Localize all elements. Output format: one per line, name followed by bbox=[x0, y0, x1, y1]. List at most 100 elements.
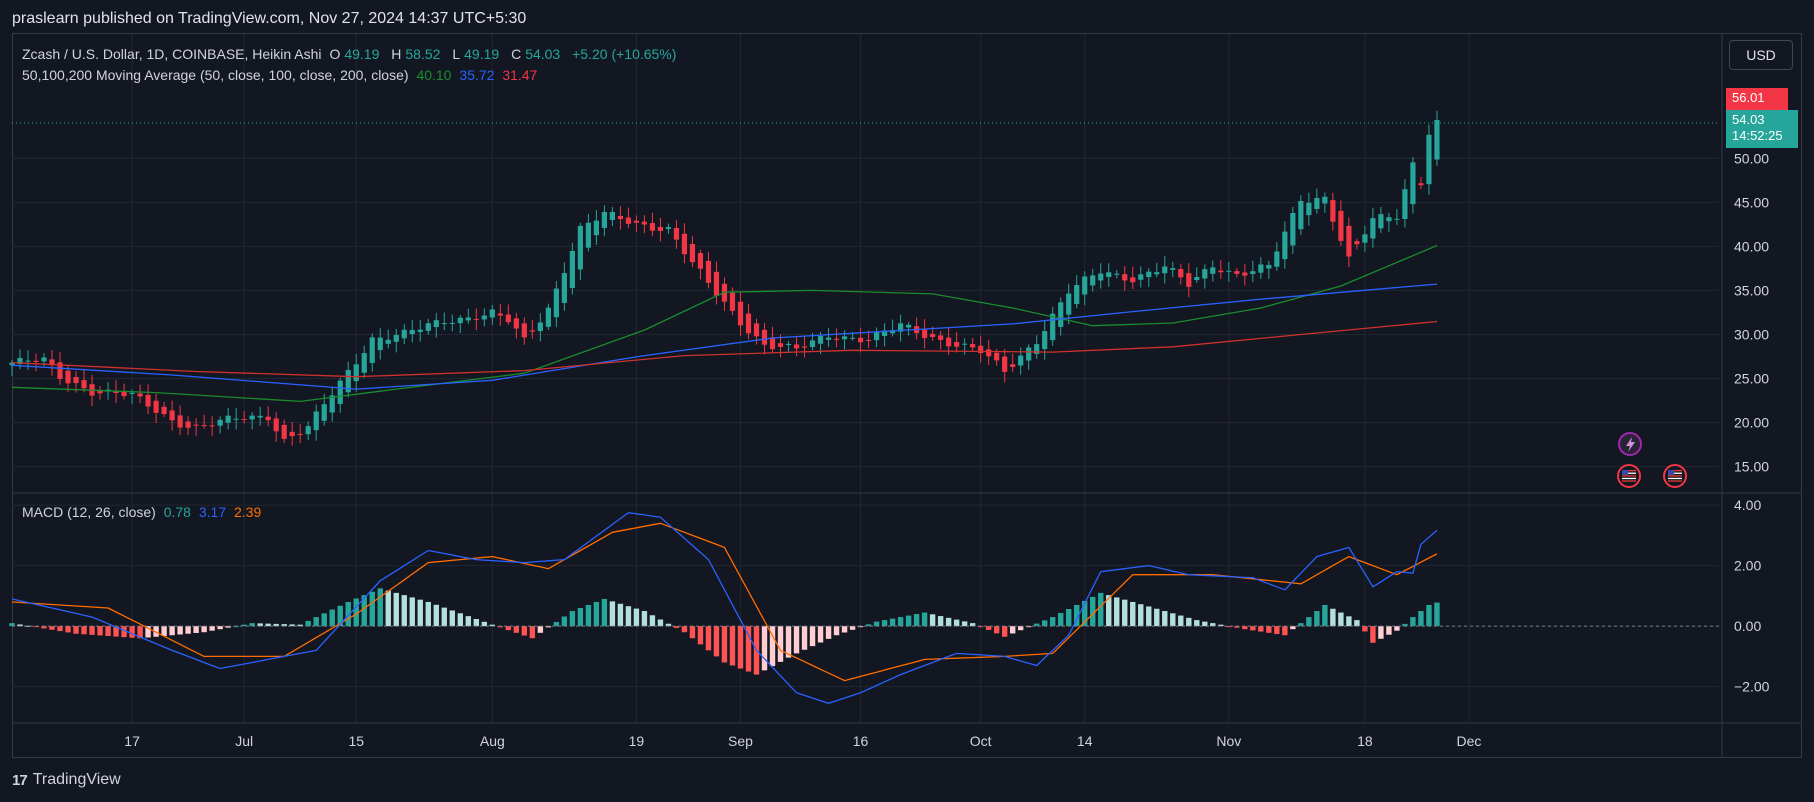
candle-body bbox=[1338, 210, 1344, 241]
histogram-bar bbox=[145, 626, 151, 638]
candle bbox=[569, 242, 575, 295]
histogram-bar bbox=[897, 617, 904, 627]
histogram-bar bbox=[601, 598, 608, 627]
candle-body bbox=[1202, 269, 1208, 279]
candle bbox=[1322, 192, 1328, 213]
candle bbox=[1250, 260, 1256, 283]
histogram-bar bbox=[385, 590, 391, 627]
candle bbox=[321, 393, 327, 426]
candle bbox=[857, 327, 864, 353]
candle bbox=[345, 361, 351, 398]
histogram-bar bbox=[329, 609, 335, 627]
histogram-bar bbox=[305, 620, 311, 627]
candle bbox=[986, 340, 992, 366]
candle bbox=[281, 419, 287, 444]
histogram-bar bbox=[1122, 599, 1128, 627]
candle bbox=[305, 421, 311, 440]
us-flag-event-icon[interactable] bbox=[1617, 464, 1641, 488]
histogram-bar bbox=[1330, 608, 1336, 627]
histogram-bar bbox=[673, 626, 680, 628]
histogram-bar bbox=[1386, 626, 1392, 635]
ma-legend: 50,100,200 Moving Average (50, close, 10… bbox=[22, 67, 541, 83]
candle bbox=[145, 384, 151, 415]
candle bbox=[633, 215, 640, 233]
candle bbox=[201, 414, 207, 429]
histogram-bar bbox=[1346, 616, 1352, 627]
flag-stripe bbox=[1668, 477, 1682, 480]
candle bbox=[777, 334, 784, 358]
histogram-bar bbox=[1017, 626, 1024, 631]
histogram-bar bbox=[1154, 608, 1160, 627]
candle bbox=[1378, 207, 1384, 233]
histogram-bar bbox=[361, 595, 367, 627]
macd-tick-label: 0.00 bbox=[1734, 618, 1761, 634]
candle bbox=[1242, 264, 1248, 286]
candle bbox=[241, 411, 247, 424]
macd-label[interactable]: MACD (12, 26, close) bbox=[22, 504, 156, 520]
candle-body bbox=[1210, 267, 1216, 274]
histogram-bar bbox=[129, 626, 135, 638]
candle-body bbox=[17, 358, 23, 364]
candle bbox=[793, 336, 800, 357]
histogram-bar bbox=[777, 626, 784, 662]
histogram-bar bbox=[369, 591, 375, 627]
candle-body bbox=[1298, 201, 1304, 230]
macd-line bbox=[11, 512, 1438, 704]
histogram-bar bbox=[657, 619, 664, 627]
candle bbox=[1026, 344, 1032, 370]
candle-body bbox=[1434, 120, 1440, 160]
histogram-bar bbox=[833, 626, 840, 636]
candle-body bbox=[994, 352, 1000, 361]
candle-body bbox=[1290, 212, 1296, 246]
price-tick-label: 50.00 bbox=[1734, 150, 1769, 166]
candle-body bbox=[825, 337, 832, 340]
candle bbox=[65, 365, 71, 392]
candle bbox=[954, 331, 960, 353]
histogram-value: 0.78 bbox=[163, 504, 191, 520]
macd-tick-label: 2.00 bbox=[1734, 558, 1761, 574]
candle-body bbox=[1218, 270, 1224, 273]
candle-body bbox=[873, 331, 880, 341]
flag-stripe bbox=[1668, 480, 1682, 482]
candle-body bbox=[1314, 198, 1320, 209]
currency-button[interactable]: USD bbox=[1729, 40, 1793, 70]
candle-body bbox=[665, 227, 672, 229]
time-tick-label: 17 bbox=[124, 733, 140, 749]
candle bbox=[153, 393, 159, 423]
candle-body bbox=[1330, 200, 1336, 222]
lightning-glyph bbox=[1626, 437, 1635, 452]
candle-body bbox=[1050, 313, 1056, 341]
flag-stripe bbox=[1622, 480, 1636, 482]
candle bbox=[401, 324, 407, 345]
histogram-bar bbox=[641, 611, 648, 627]
candle bbox=[1306, 192, 1312, 226]
candle bbox=[1290, 206, 1296, 254]
histogram-bar bbox=[169, 626, 175, 636]
histogram-bar bbox=[945, 617, 952, 627]
macd-tick-label: −2.00 bbox=[1734, 679, 1770, 695]
candle bbox=[825, 328, 832, 347]
candle bbox=[689, 236, 696, 268]
histogram-bar bbox=[529, 626, 536, 639]
candle bbox=[209, 416, 215, 436]
ma-label[interactable]: 50,100,200 Moving Average (50, close, 10… bbox=[22, 67, 409, 83]
histogram-bar bbox=[1362, 626, 1368, 632]
candle-body bbox=[1370, 218, 1376, 239]
tradingview-brand[interactable]: 17 TradingView bbox=[12, 771, 121, 789]
histogram-bar bbox=[1146, 606, 1152, 627]
symbol-title[interactable]: Zcash / U.S. Dollar, 1D, COINBASE, Heiki… bbox=[22, 46, 322, 62]
us-flag-event-icon[interactable] bbox=[1663, 464, 1687, 488]
candle-body bbox=[113, 390, 119, 394]
histogram-bar bbox=[1009, 626, 1016, 634]
candle bbox=[1266, 260, 1272, 280]
histogram-bar bbox=[105, 626, 111, 636]
histogram-bar bbox=[577, 608, 584, 627]
candle-body bbox=[1402, 189, 1408, 220]
candle bbox=[233, 408, 239, 430]
candle-body bbox=[1258, 264, 1264, 273]
flag-stripe bbox=[1668, 472, 1682, 474]
candle bbox=[745, 303, 752, 340]
lightning-event-icon[interactable] bbox=[1618, 432, 1642, 456]
histogram-bar bbox=[793, 626, 800, 654]
